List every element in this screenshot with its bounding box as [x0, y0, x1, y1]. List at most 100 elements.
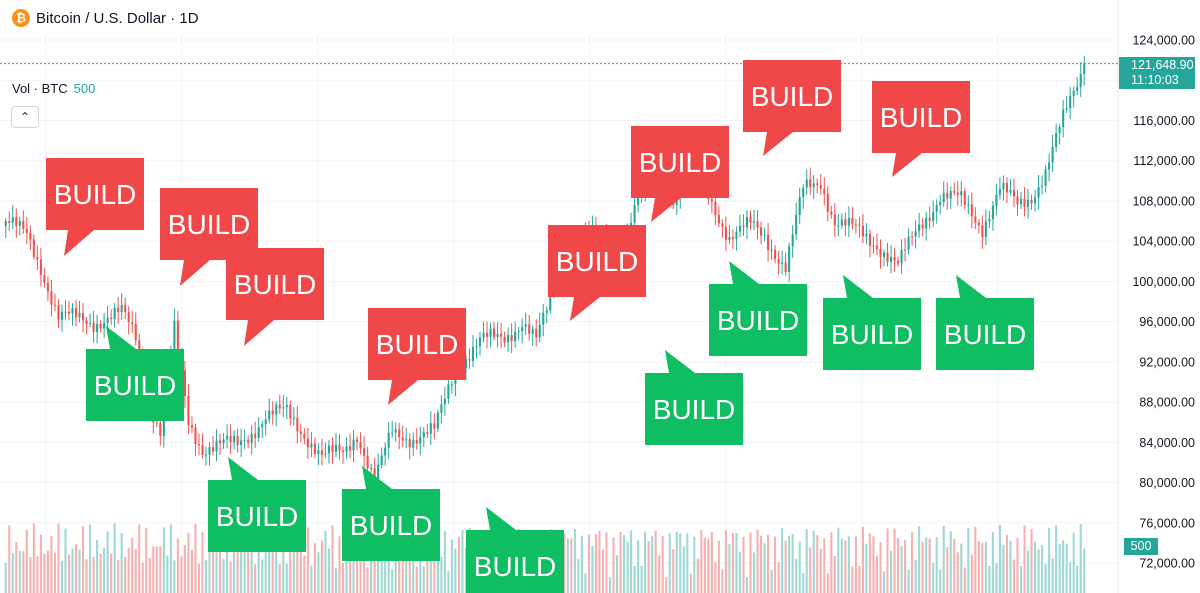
candle-body — [257, 427, 260, 438]
volume-bar — [731, 533, 734, 593]
candle-body — [949, 191, 952, 199]
candle-body — [324, 453, 327, 455]
volume-bar — [984, 541, 987, 593]
volume-bar — [447, 571, 450, 593]
volume-bar — [1002, 544, 1005, 593]
volume-bar — [809, 547, 812, 593]
candle-body — [752, 221, 756, 223]
volume-bar — [594, 534, 597, 593]
volume-bar — [264, 542, 267, 593]
candle-body — [22, 220, 25, 229]
volume-bar — [18, 550, 21, 593]
y-tick-label: 100,000.00 — [1132, 275, 1195, 289]
volume-bar — [159, 546, 162, 593]
candle-body — [984, 221, 987, 237]
volume-legend[interactable]: Vol · BTC 500 — [12, 81, 95, 96]
y-tick-label: 108,000.00 — [1132, 194, 1195, 208]
volume-bar — [1030, 529, 1033, 593]
candle-body — [489, 328, 492, 337]
candle-body — [197, 443, 201, 446]
volume-bar — [1079, 524, 1082, 593]
volume-bar — [67, 554, 71, 593]
candle-body — [278, 404, 281, 409]
candle-body — [229, 435, 232, 443]
symbol-header[interactable]: ₿ Bitcoin / U.S. Dollar · 1D — [12, 9, 199, 27]
volume-bar — [236, 549, 239, 593]
volume-bar — [1058, 544, 1061, 593]
volume-bar — [577, 559, 580, 593]
candle-body — [327, 445, 331, 454]
volume-bar — [865, 543, 868, 593]
volume-bar — [278, 563, 281, 593]
candle-body — [823, 188, 826, 194]
callout-shape — [709, 261, 807, 356]
volume-bar — [36, 556, 39, 593]
volume-bar — [261, 559, 264, 593]
volume-bar — [345, 539, 348, 593]
volume-bar — [833, 556, 836, 593]
volume-bar — [689, 573, 692, 593]
candle-body — [18, 220, 21, 226]
volume-bar — [889, 550, 893, 593]
volume-bar — [194, 523, 197, 593]
volume-bar — [570, 538, 573, 593]
volume-bar — [124, 556, 127, 593]
candle-body — [1055, 133, 1058, 147]
candle-body — [25, 228, 28, 233]
candle-body — [1058, 127, 1061, 134]
volume-bar — [317, 552, 320, 593]
price-axis[interactable]: 124,000.00120,000.00116,000.00112,000.00… — [1132, 34, 1195, 571]
volume-bar — [226, 527, 229, 593]
candle-body — [816, 183, 819, 185]
volume-bar — [99, 553, 102, 593]
candle-body — [1083, 63, 1086, 75]
candle-body — [911, 236, 914, 238]
y-tick-label: 124,000.00 — [1132, 34, 1195, 48]
volume-bar — [1009, 540, 1012, 593]
callout-shape — [368, 308, 466, 405]
candle-body — [285, 405, 288, 408]
volume-bar — [254, 564, 257, 593]
volume-bar — [566, 538, 569, 593]
y-tick-label: 76,000.00 — [1139, 516, 1195, 530]
candle-body — [795, 214, 798, 235]
volume-bar — [637, 540, 640, 593]
callout-shape — [226, 248, 324, 346]
volume-bar — [440, 556, 443, 593]
callout-label: BUILD — [653, 394, 735, 425]
candle-body — [1051, 146, 1054, 163]
candle-body — [429, 423, 432, 434]
volume-bar — [696, 558, 699, 593]
candle-body — [503, 336, 506, 343]
volume-bar — [408, 544, 411, 593]
volume-bar — [138, 524, 141, 593]
volume-bar — [717, 540, 720, 593]
volume-bar — [176, 538, 179, 593]
volume-bar — [788, 535, 791, 593]
volume-bar — [306, 527, 309, 593]
volume-bar — [8, 525, 11, 593]
candle-body — [475, 346, 478, 348]
build-callout-red: BUILD — [226, 248, 324, 346]
volume-bar — [331, 525, 334, 593]
volume-bar — [363, 531, 366, 593]
volume-bar — [89, 524, 92, 593]
volume-bar — [830, 531, 833, 593]
candle-body — [510, 335, 513, 342]
candle-body — [1048, 162, 1051, 170]
candle-body — [468, 359, 471, 361]
collapse-button[interactable]: ⌃ — [11, 106, 39, 128]
volume-bar — [1069, 562, 1072, 593]
volume-bar — [647, 541, 650, 593]
y-tick-label: 96,000.00 — [1139, 315, 1195, 329]
volume-bar — [981, 542, 984, 593]
candle-body — [791, 234, 794, 247]
volume-bar — [1005, 535, 1009, 593]
candle-body — [735, 231, 738, 240]
volume-bar — [433, 539, 436, 593]
volume-bar — [145, 527, 148, 593]
candle-body — [359, 441, 362, 449]
volume-bar — [640, 565, 643, 593]
volume-bar — [900, 545, 903, 593]
